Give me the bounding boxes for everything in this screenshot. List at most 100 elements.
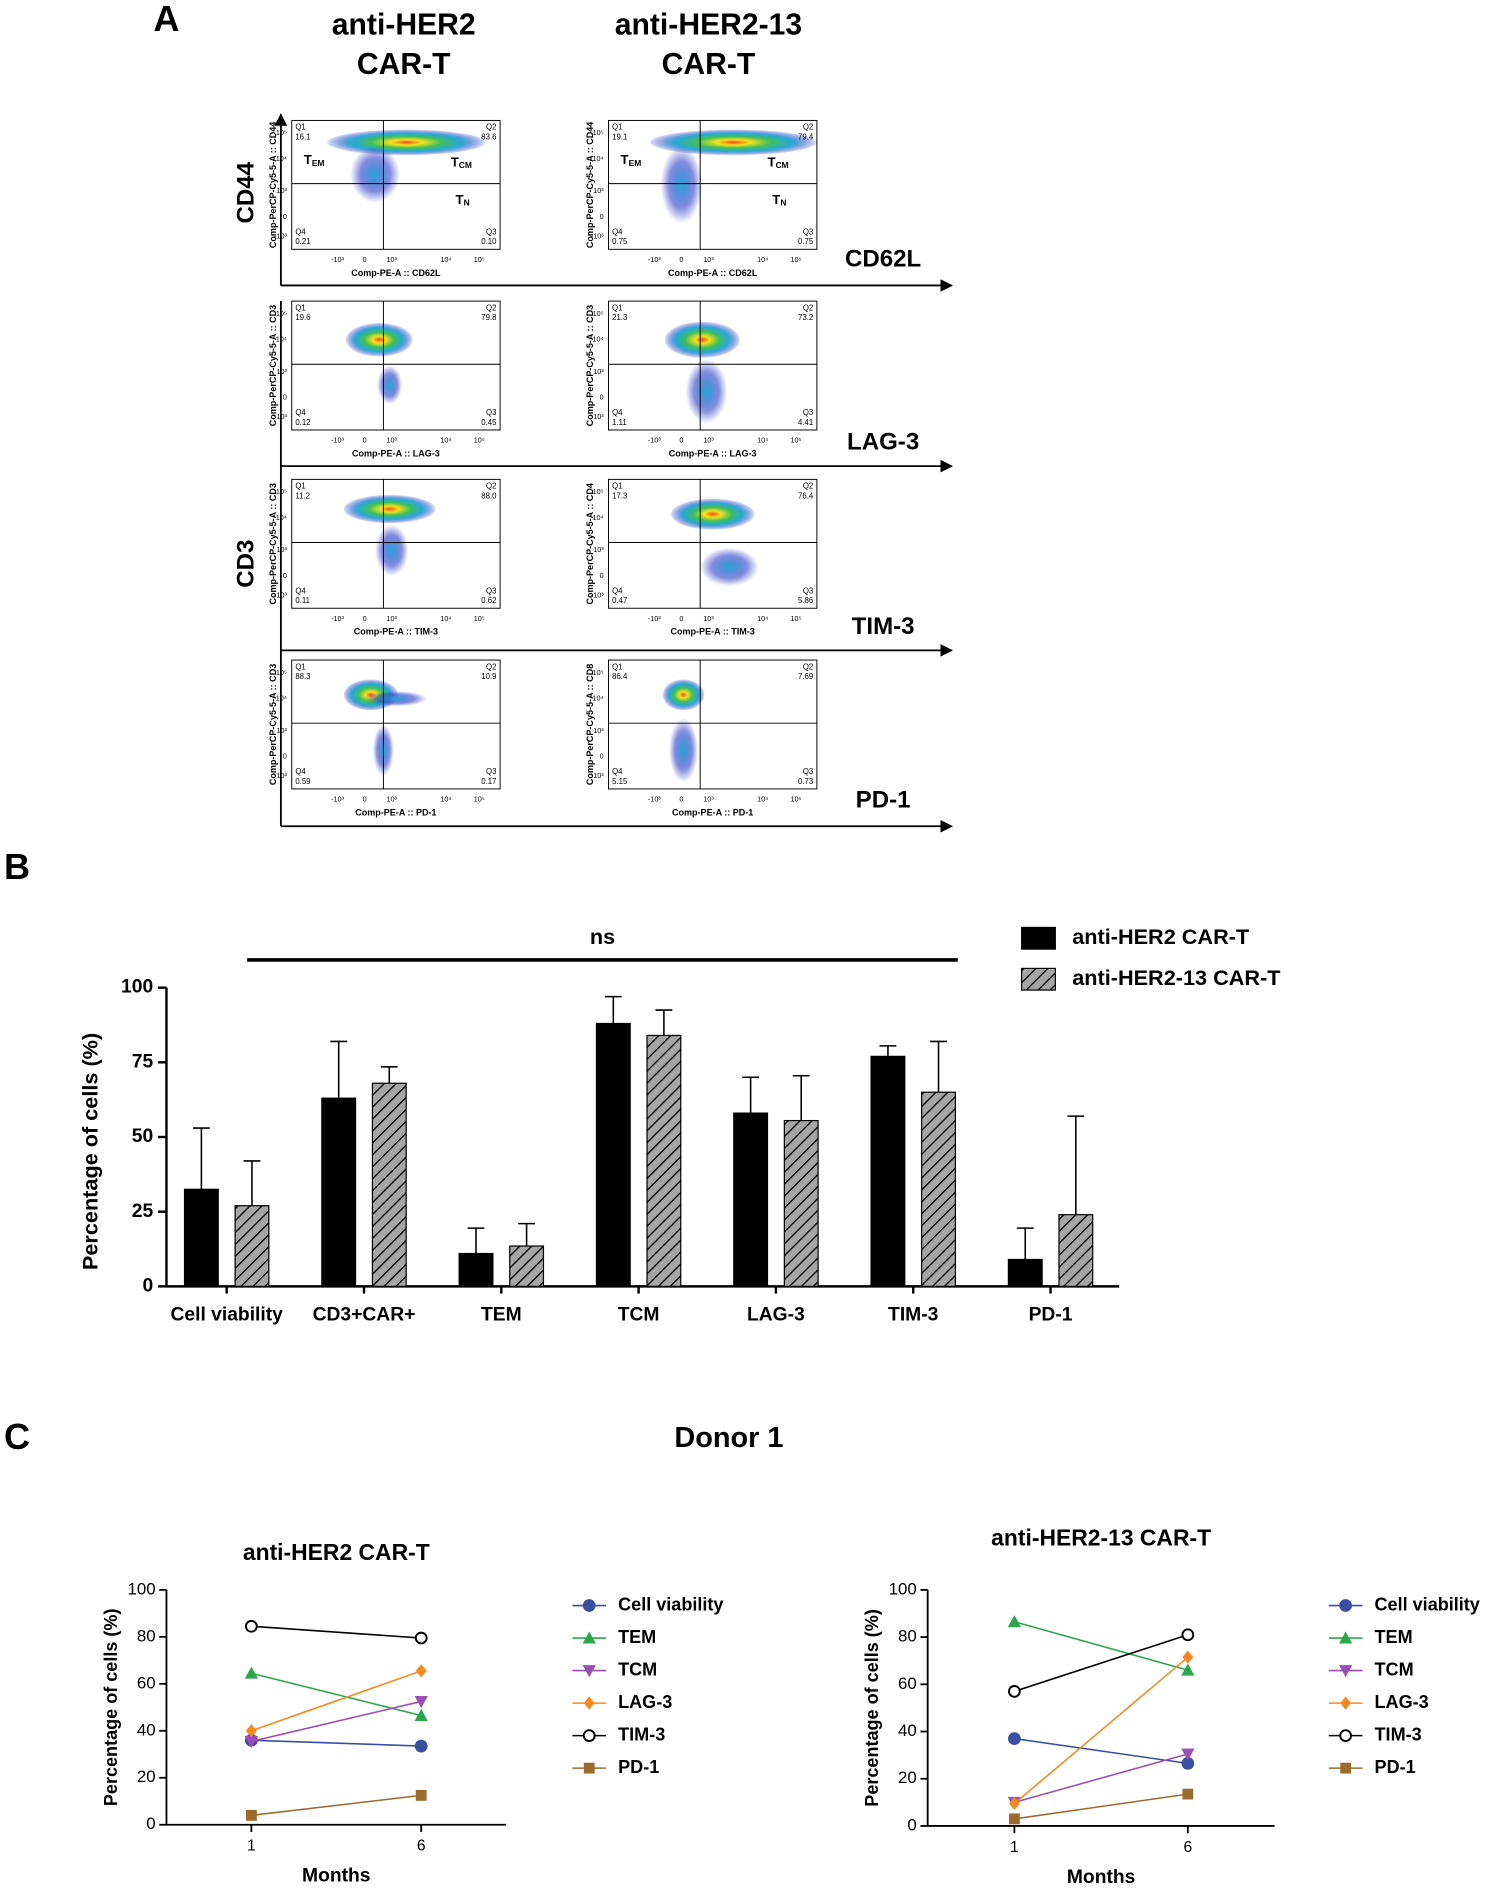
quadrant-value: 0.45 [481,418,497,427]
quadrant-value: 0.75 [798,237,814,246]
quadrant-value: 11.2 [295,491,310,500]
legend-label: TIM-3 [618,1724,665,1744]
error-bar [467,1227,485,1254]
y-tick-label: 0 [146,1814,155,1833]
subset-sub: EM [312,158,325,168]
y-tick-label: 0 [600,393,604,402]
y-tick-label: 0 [283,571,287,580]
bar [921,1091,956,1287]
point [245,1809,257,1821]
y-tick-label: -10³ [591,771,604,780]
x-axis-label: Comp-PE-A :: TIM-3 [354,627,438,637]
bar [646,1034,682,1287]
y-axis-label: Comp-PerCP-Cy5-5-A :: CD8 [585,664,595,785]
x-tick-label: 1 [1010,1839,1019,1856]
chart-title: anti-HER2 CAR-T [243,1539,430,1565]
quadrant-value: 19.6 [295,313,310,322]
chart-title: anti-HER2-13 CAR-T [991,1524,1211,1550]
y-tick-label: 0 [283,212,287,221]
x-tick-label: 0 [363,795,367,804]
y-tick-label: -10³ [274,412,287,421]
point [414,1739,428,1753]
series-line [1013,1656,1189,1805]
series-line [251,1625,422,1639]
error-bar [330,1040,348,1099]
legend-label: PD-1 [618,1757,659,1777]
quadrant-value: 0.12 [295,418,310,427]
point [1339,1665,1353,1678]
point [1008,1813,1020,1825]
quadrant-name: Q3 [486,228,496,237]
error-bar [879,1045,897,1057]
density-cloud [364,690,428,707]
plot-frame [608,478,818,609]
quadrant-name: Q2 [486,662,496,671]
y-tick-label: 40 [137,1720,156,1739]
quadrant-name: Q2 [486,123,496,132]
subset-label: TEM [304,152,325,168]
x-tick-label: -10³ [331,614,344,623]
density-cloud [660,146,703,224]
panel-label: C [4,1416,30,1457]
bar [509,1245,545,1287]
panel-label: B [4,846,30,887]
quadrant-name: Q3 [486,408,496,417]
x-tick-label: 10³ [387,436,398,445]
x-axis-label: Comp-PE-A :: PD-1 [672,807,753,817]
column-title: anti-HER2-13 [615,8,802,41]
error-bar [380,1066,398,1084]
quadrant-value: 19.1 [612,132,627,141]
y-tick-label: 40 [898,1721,917,1740]
y-axis-label: Comp-PerCP-Cy5-5-A :: CD44 [585,122,595,248]
y-tick-label: -10³ [591,590,604,599]
density-cloud [671,498,755,530]
x-axis-label: Comp-PE-A :: CD62L [351,268,441,278]
x-tick-label: 10³ [387,614,398,623]
x-axis-label: Comp-PE-A :: LAG-3 [669,448,757,458]
quadrant-name: Q2 [803,482,813,491]
x-tick-label: 10⁵ [791,614,802,623]
y-tick-label: -10³ [274,231,287,240]
bar [183,1188,219,1287]
y-tick-label: 0 [283,752,287,761]
quadrant-name: Q3 [803,228,813,237]
quadrant-name: Q2 [486,303,496,312]
series-line [251,1739,422,1747]
quadrant-value: 21.3 [612,313,627,322]
y-axis-label: Comp-PerCP-Cy5-5-A :: CD44 [268,122,278,248]
subset-base: T [304,152,312,167]
plot-frame [291,478,501,609]
group-label: CD44 [233,161,260,223]
y-tick-label: 60 [898,1674,917,1693]
y-axis-label: Comp-PerCP-Cy5-5-A :: CD4 [585,483,595,604]
legend-label: LAG-3 [1375,1692,1429,1712]
x-tick-label: 10⁵ [791,255,802,264]
error-bar [192,1127,210,1190]
legend-label: anti-HER2-13 CAR-T [1072,965,1280,990]
density-cloud [377,365,403,405]
quadrant-name: Q1 [612,662,622,671]
y-tick-label: 10⁵ [276,128,287,137]
y-tick-label: 10⁴ [276,335,287,344]
legend-label: TCM [1375,1659,1414,1679]
point [582,1599,596,1612]
quadrant-value: 7.69 [798,672,813,681]
plot-frame [608,300,818,431]
quadrant-value: 10.9 [481,672,496,681]
marker-label: TIM-3 [852,613,915,640]
x-tick-label: 0 [363,255,367,264]
x-axis-label: Months [1067,1867,1135,1888]
y-axis-label: Comp-PerCP-Cy5-5-A :: CD3 [268,305,278,426]
y-tick-label: 10⁴ [276,694,287,703]
y-tick-label: 10³ [276,726,287,735]
x-tick-label: LAG-3 [747,1304,805,1325]
x-axis-label: Comp-PE-A :: CD62L [668,268,758,278]
y-tick-label: 10⁵ [276,487,287,496]
y-tick-label: 100 [889,1579,917,1598]
x-tick-label: 10⁴ [757,795,768,804]
bar [234,1205,270,1287]
x-tick-label: 6 [1183,1839,1192,1856]
bar [870,1055,906,1287]
